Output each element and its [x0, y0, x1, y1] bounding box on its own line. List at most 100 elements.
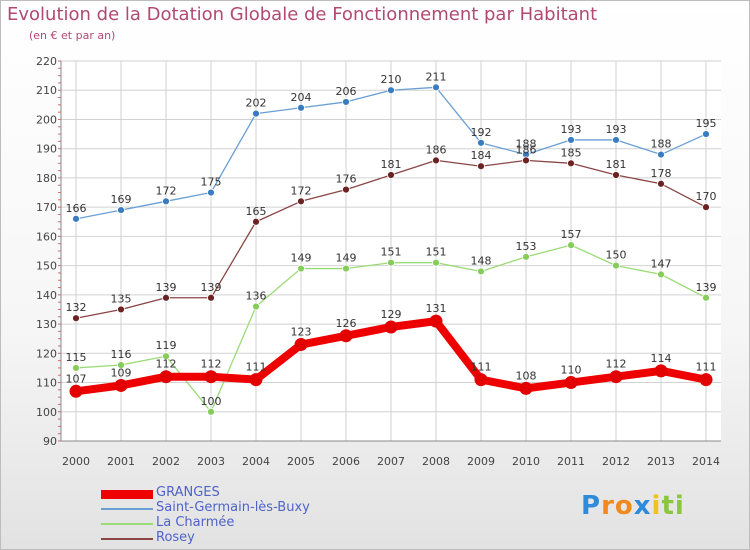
data-point-granges [564, 376, 578, 390]
data-label-granges: 123 [291, 326, 312, 339]
data-label-la-charme-e: 157 [561, 228, 582, 241]
y-tick-label: 160 [36, 230, 57, 243]
data-point-la-charme-e [117, 361, 125, 369]
data-label-la-charme-e: 151 [426, 246, 447, 259]
data-point-granges [384, 320, 398, 334]
y-tick-label: 200 [36, 113, 57, 126]
data-point-granges [159, 370, 173, 384]
data-point-la-charme-e [657, 270, 665, 279]
data-label-granges: 108 [516, 369, 537, 382]
y-tick-label: 120 [36, 347, 57, 360]
x-tick-label: 2008 [422, 455, 450, 468]
data-label-la-charme-e: 149 [336, 252, 357, 265]
data-point-granges [294, 338, 308, 352]
data-label-saint-germain-le-s-buxy: 204 [291, 91, 312, 104]
data-point-granges [114, 378, 128, 392]
data-label-rosey: 139 [201, 281, 222, 294]
data-point-saint-germain-le-s-buxy [117, 206, 125, 214]
data-point-granges [429, 314, 443, 328]
data-label-granges: 111 [246, 361, 267, 374]
data-label-granges: 109 [111, 366, 132, 379]
x-tick-label: 2014 [692, 455, 720, 468]
logo-letter: i [674, 491, 685, 521]
data-point-saint-germain-le-s-buxy [432, 83, 440, 92]
data-label-saint-germain-le-s-buxy: 169 [111, 193, 132, 206]
legend-swatch [101, 523, 153, 525]
data-point-granges [69, 384, 83, 398]
data-label-la-charme-e: 119 [156, 339, 177, 352]
data-point-rosey [252, 217, 260, 226]
data-point-saint-germain-le-s-buxy [702, 130, 710, 138]
logo-letter: t [661, 491, 675, 521]
data-label-saint-germain-le-s-buxy: 166 [66, 202, 87, 215]
data-point-rosey [612, 171, 620, 179]
data-label-rosey: 132 [66, 301, 87, 314]
data-point-la-charme-e [477, 267, 485, 276]
data-point-granges [519, 381, 533, 395]
data-label-rosey: 185 [561, 146, 582, 159]
data-point-la-charme-e [522, 252, 530, 261]
y-tick-label: 180 [36, 172, 57, 185]
data-point-rosey [342, 185, 350, 194]
data-label-la-charme-e: 139 [696, 281, 717, 294]
data-point-saint-germain-le-s-buxy [387, 86, 395, 95]
x-tick-label: 2003 [197, 455, 225, 468]
data-point-la-charme-e [297, 264, 305, 273]
y-tick-label: 140 [36, 289, 57, 302]
data-label-rosey: 172 [291, 184, 312, 197]
data-label-saint-germain-le-s-buxy: 193 [606, 123, 627, 136]
data-label-rosey: 165 [246, 205, 267, 218]
data-label-granges: 112 [606, 358, 627, 371]
data-point-rosey [477, 162, 485, 171]
logo-letter: o [614, 491, 634, 521]
data-point-la-charme-e [342, 264, 350, 273]
data-point-la-charme-e [162, 352, 170, 361]
x-tick-label: 2010 [512, 455, 540, 468]
data-label-saint-germain-le-s-buxy: 202 [246, 97, 267, 110]
data-label-la-charme-e: 151 [381, 246, 402, 259]
x-tick-label: 2006 [332, 455, 360, 468]
data-point-rosey [117, 305, 125, 314]
data-label-saint-germain-le-s-buxy: 206 [336, 85, 357, 98]
data-point-saint-germain-le-s-buxy [252, 109, 260, 118]
data-point-rosey [522, 156, 530, 165]
data-label-rosey: 170 [696, 190, 717, 203]
data-point-saint-germain-le-s-buxy [657, 150, 665, 159]
y-tick-label: 90 [43, 435, 57, 448]
data-label-la-charme-e: 147 [651, 257, 672, 270]
data-point-rosey [387, 171, 395, 179]
data-label-saint-germain-le-s-buxy: 192 [471, 126, 492, 139]
data-label-la-charme-e: 115 [66, 351, 87, 364]
x-tick-label: 2009 [467, 455, 495, 468]
data-label-saint-germain-le-s-buxy: 195 [696, 117, 717, 130]
data-label-la-charme-e: 149 [291, 252, 312, 265]
logo-letter: P [581, 491, 602, 521]
data-label-la-charme-e: 136 [246, 290, 267, 303]
data-label-granges: 131 [426, 302, 447, 315]
x-tick-label: 2004 [242, 455, 270, 468]
data-point-la-charme-e [567, 241, 575, 250]
data-label-rosey: 139 [156, 281, 177, 294]
data-label-granges: 110 [561, 364, 582, 377]
data-label-granges: 114 [651, 352, 672, 365]
data-label-saint-germain-le-s-buxy: 193 [561, 123, 582, 136]
chart-subtitle: (en € et par an) [29, 29, 116, 42]
data-point-saint-germain-le-s-buxy [297, 103, 305, 112]
data-point-saint-germain-le-s-buxy [567, 136, 575, 144]
y-tick-label: 220 [36, 55, 57, 68]
data-label-granges: 111 [471, 361, 492, 374]
data-label-rosey: 176 [336, 173, 357, 186]
legend-swatch [101, 489, 153, 499]
data-point-saint-germain-le-s-buxy [207, 188, 215, 197]
data-point-rosey [567, 159, 575, 168]
data-label-granges: 112 [201, 358, 222, 371]
data-point-la-charme-e [72, 364, 80, 372]
logo-letter: x [633, 491, 652, 521]
data-label-saint-germain-le-s-buxy: 175 [201, 176, 222, 189]
x-tick-label: 2001 [107, 455, 135, 468]
data-label-granges: 129 [381, 308, 402, 321]
data-point-granges [249, 373, 263, 387]
data-label-la-charme-e: 116 [111, 348, 132, 361]
